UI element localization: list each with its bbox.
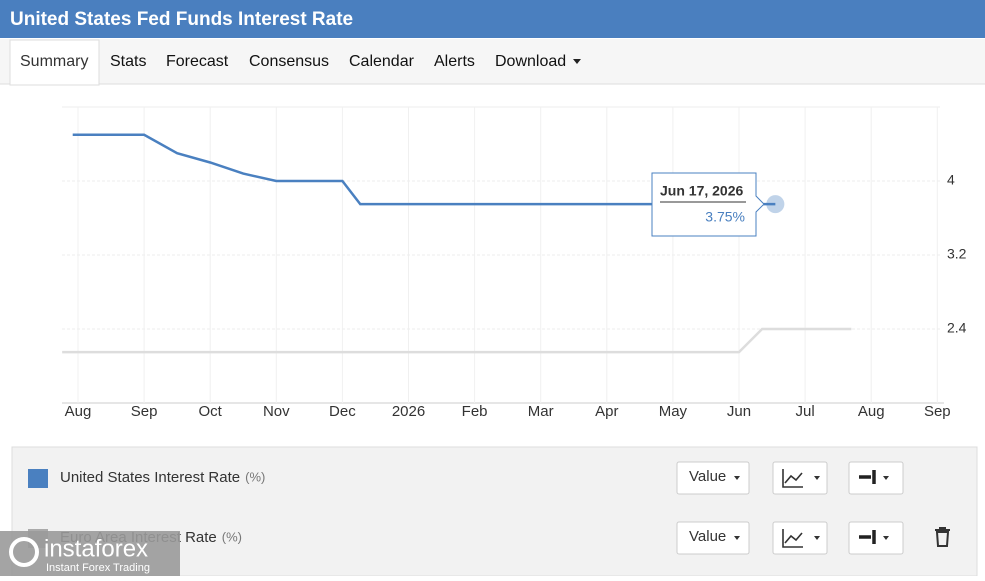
tab[interactable]: Forecast: [166, 53, 229, 70]
x-tick-label: Sep: [924, 403, 951, 420]
chart-type-icon: [782, 529, 803, 548]
x-tick-label: Aug: [858, 403, 885, 420]
series-line: [62, 327, 852, 354]
x-tick-label: Jun: [727, 403, 751, 420]
caret: [814, 536, 820, 540]
chart-type-button[interactable]: [772, 521, 828, 555]
y-tick-label: 3.2: [947, 246, 967, 262]
x-tick-label: May: [659, 403, 688, 420]
watermark-slogan: Instant Forex Trading: [46, 562, 150, 574]
caret: [734, 536, 740, 540]
header-bar: [0, 0, 985, 38]
caret: [814, 476, 820, 480]
tab[interactable]: Alerts: [434, 53, 475, 70]
legend-label[interactable]: United States Interest Rate: [60, 469, 240, 486]
tab[interactable]: Stats: [110, 53, 146, 70]
x-tick-label: Oct: [199, 403, 223, 420]
watermark-brand: instaforex: [44, 535, 148, 562]
x-tick-label: Nov: [263, 403, 290, 420]
y-tick-label: 4: [947, 172, 955, 188]
caret: [734, 476, 740, 480]
x-tick-label: Feb: [462, 403, 488, 420]
legend-swatch: [28, 469, 48, 488]
tab[interactable]: Calendar: [349, 53, 415, 70]
tab[interactable]: Summary: [20, 53, 88, 70]
delete-icon[interactable]: [935, 527, 950, 547]
style-icon: [859, 530, 876, 544]
chart-type-icon: [782, 469, 803, 488]
x-tick-label: Dec: [329, 403, 356, 420]
dropdown-caret: [573, 59, 581, 64]
style-icon: [859, 470, 876, 484]
x-tick-label: Mar: [528, 403, 554, 420]
x-tick-label: Apr: [595, 403, 618, 420]
tooltip-box: [651, 172, 765, 237]
x-tick-label: Aug: [65, 403, 92, 420]
style-button[interactable]: [848, 521, 904, 555]
x-tick-label: Sep: [131, 403, 158, 420]
tab[interactable]: Download: [495, 53, 566, 70]
value-button[interactable]: [676, 461, 750, 495]
tooltip-value: 3.75%: [705, 209, 745, 225]
legend-unit: (%): [222, 529, 242, 544]
chart-type-button[interactable]: [772, 461, 828, 495]
legend-unit: (%): [245, 469, 265, 484]
active-tab: [9, 39, 100, 86]
x-tick-label: 2026: [392, 403, 425, 420]
value-button-label: Value: [689, 468, 726, 485]
value-button-label: Value: [689, 528, 726, 545]
x-tick-label: Jul: [796, 403, 815, 420]
tab-bar: [0, 39, 985, 84]
tooltip-date: Jun 17, 2026: [660, 183, 743, 199]
caret: [883, 536, 889, 540]
page-title: United States Fed Funds Interest Rate: [10, 9, 353, 30]
caret: [883, 476, 889, 480]
tab[interactable]: Consensus: [249, 53, 329, 70]
style-button[interactable]: [848, 461, 904, 495]
y-tick-label: 2.4: [947, 320, 967, 336]
series-line: [72, 133, 776, 206]
value-button[interactable]: [676, 521, 750, 555]
hover-point: [766, 195, 785, 214]
watermark-logo: [9, 537, 39, 567]
